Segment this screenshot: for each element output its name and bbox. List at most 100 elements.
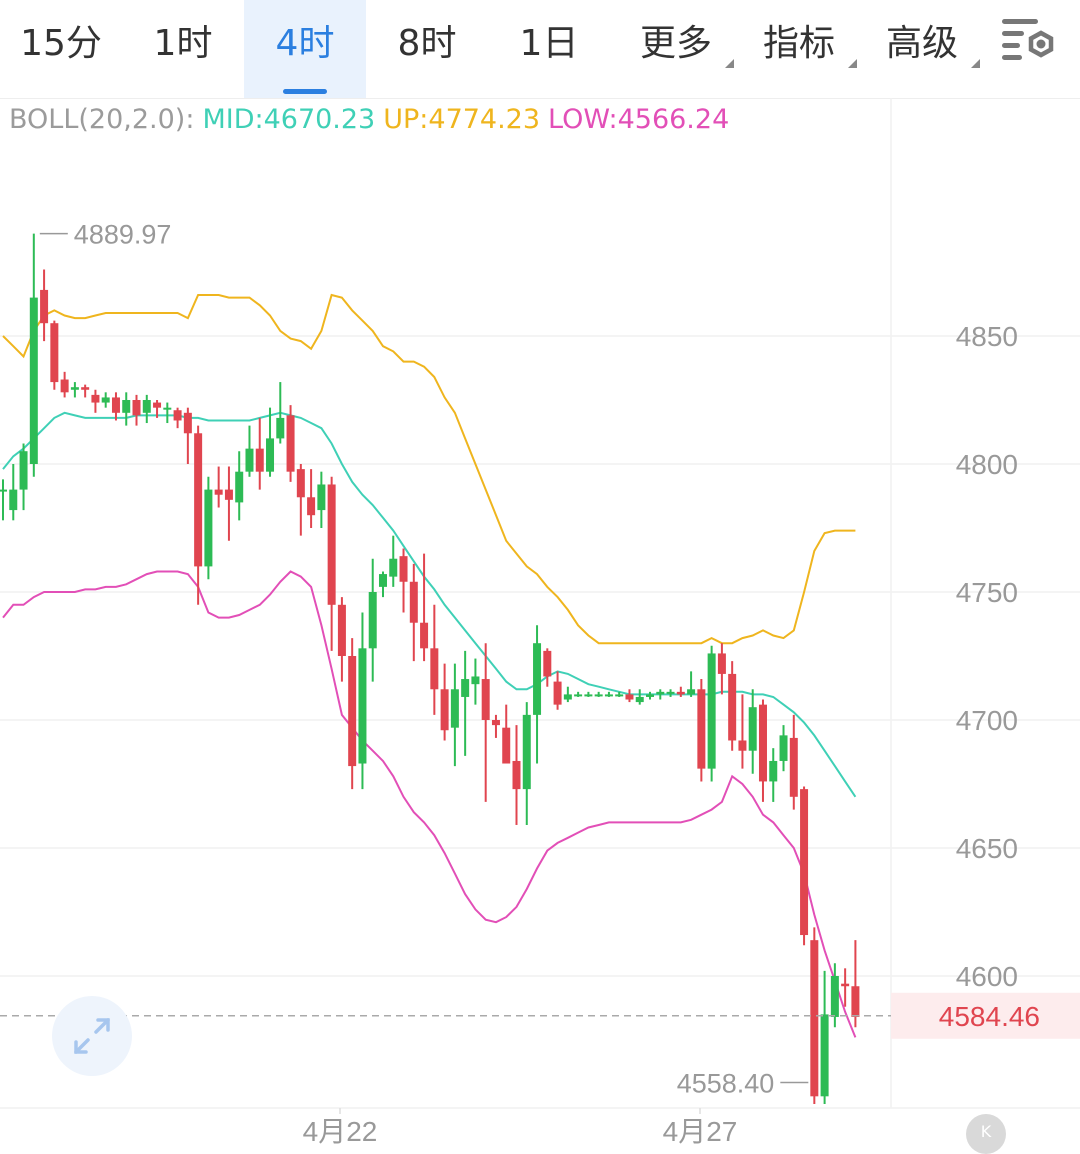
candle (563, 686, 572, 703)
candle (666, 689, 675, 697)
chart-settings-icon[interactable] (1000, 16, 1058, 70)
candle-body (286, 415, 295, 472)
candle (502, 704, 511, 764)
candle (615, 691, 624, 697)
candle (255, 417, 264, 490)
low-label: 4558.40 (677, 1068, 775, 1098)
candle-body (543, 650, 552, 677)
candle (769, 748, 778, 802)
candle (471, 658, 480, 705)
candle-body (173, 410, 182, 421)
boll-params: BOLL(20,2.0): (9, 104, 195, 135)
bollinger-bands (2, 293, 857, 1038)
candle (522, 702, 531, 825)
candle-body (122, 400, 131, 413)
candle-body (563, 694, 572, 700)
candle (697, 679, 706, 782)
k-icon[interactable]: K (966, 1114, 1006, 1154)
tab-1h[interactable]: 1时 (122, 0, 244, 98)
candle (841, 968, 850, 1007)
candle-body (91, 394, 100, 403)
tab-15min[interactable]: 15分 (0, 0, 122, 98)
dropdown-corner-icon (971, 59, 980, 68)
candle-body (440, 689, 449, 731)
x-axis: 4月22 4月27 (303, 1108, 738, 1146)
candle (399, 548, 408, 613)
active-tab-indicator (283, 89, 327, 94)
candle (430, 604, 439, 715)
candle-body (533, 643, 542, 715)
candle-body (666, 691, 675, 694)
candle (533, 625, 542, 764)
candle-body (50, 323, 59, 383)
candle (646, 691, 655, 700)
candle (779, 725, 788, 772)
candle (440, 663, 449, 741)
expand-arrows-icon[interactable] (52, 996, 132, 1076)
candle (656, 689, 665, 700)
candle (19, 443, 28, 511)
candle (625, 689, 634, 703)
tab-label: 4时 (275, 23, 335, 64)
candle-body (132, 400, 141, 416)
candle (368, 558, 377, 682)
candle (481, 643, 490, 802)
candle (420, 553, 429, 662)
candle-body (676, 691, 685, 695)
tab-8h[interactable]: 8时 (366, 0, 488, 98)
candle-body (337, 604, 346, 656)
candle (409, 563, 418, 662)
candle (337, 597, 346, 682)
candlestick-chart[interactable]: 4584.46 4889.97 4558.40 4850 4800 4750 4700… (0, 98, 1080, 1146)
candle (604, 691, 613, 697)
candle (810, 927, 819, 1104)
candle (512, 725, 521, 825)
candle-body (748, 707, 757, 751)
candle (820, 970, 829, 1104)
candle-body (307, 497, 316, 516)
candle-body (625, 694, 634, 700)
boll-indicator-legend: BOLL(20,2.0): MID:4670.23 UP:4774.23 LOW:45… (9, 104, 737, 135)
candle-body (430, 648, 439, 690)
candle (173, 407, 182, 429)
y-tick-label: 4700 (956, 705, 1018, 736)
candle (0, 479, 7, 521)
candle-body (81, 387, 90, 390)
candle-body (70, 387, 79, 390)
candle-body (399, 556, 408, 582)
x-tick-label: 4月27 (663, 1116, 738, 1146)
candle (224, 466, 233, 541)
candle-body (101, 397, 110, 403)
candle-body (594, 694, 603, 697)
boll-low-value: LOW:4566.24 (548, 104, 730, 135)
x-tick-label: 4月22 (303, 1116, 378, 1146)
candle (296, 464, 305, 536)
candle-body (153, 402, 162, 408)
candle-body (0, 489, 7, 492)
candle-body (574, 694, 583, 697)
tab-label: 更多 (639, 23, 712, 64)
candle-body (224, 489, 233, 500)
tab-1d[interactable]: 1日 (488, 0, 610, 98)
candle (194, 425, 203, 605)
candle-body (615, 694, 624, 697)
candle-body (789, 737, 798, 797)
tab-more[interactable]: 更多 (624, 0, 734, 98)
candle-body (29, 297, 38, 464)
candle (183, 407, 192, 464)
candle-body (235, 471, 244, 503)
candle (163, 402, 172, 424)
tab-advanced[interactable]: 高级 (870, 0, 980, 98)
candle-body (502, 727, 511, 764)
candle-body (687, 689, 696, 695)
candle (635, 689, 644, 705)
candle (153, 400, 162, 418)
candle-body (378, 574, 387, 587)
dropdown-corner-icon (848, 59, 857, 68)
candle (584, 691, 593, 697)
tab-4h[interactable]: 4时 (244, 0, 366, 98)
tab-indicators[interactable]: 指标 (747, 0, 857, 98)
candle-body (183, 412, 192, 434)
dropdown-corner-icon (725, 59, 734, 68)
candle-body (769, 760, 778, 782)
